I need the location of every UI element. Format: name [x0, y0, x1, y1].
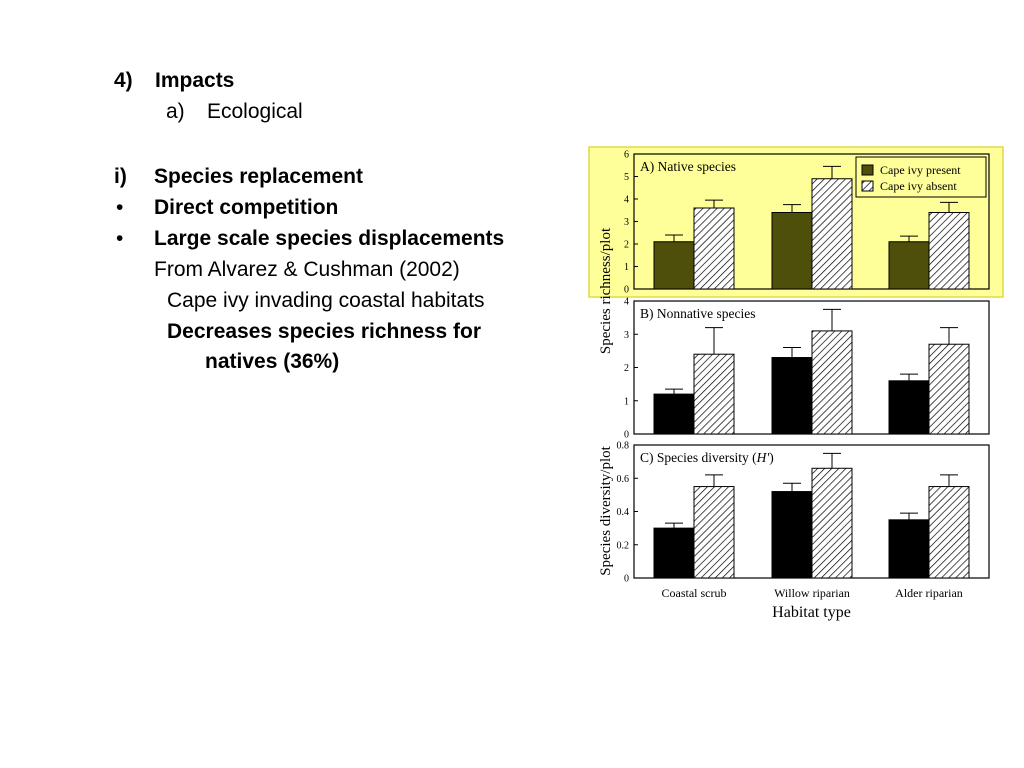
bullet-1-text: Direct competition — [154, 196, 339, 219]
note-2-line-2: natives (36%) — [205, 350, 340, 373]
item-i-number: i) — [114, 165, 127, 188]
bar-cape-ivy-absent — [693, 486, 735, 579]
bullet-2-marker: • — [116, 227, 124, 250]
bar-cape-ivy-present — [888, 519, 930, 579]
note-1: Cape ivy invading coastal habitats — [167, 289, 485, 312]
y-tick-label: 0 — [624, 285, 629, 296]
y-tick-label: 0.4 — [617, 507, 630, 518]
x-category-label: Willow riparian — [774, 586, 850, 600]
bar-cape-ivy-present — [653, 527, 695, 579]
bar-cape-ivy-absent — [693, 207, 735, 290]
item-i-text: Species replacement — [154, 165, 363, 188]
legend-swatch — [861, 180, 874, 192]
bar-cape-ivy-present — [653, 393, 695, 435]
heading: Impacts — [155, 69, 235, 92]
bar-cape-ivy-absent — [811, 178, 853, 290]
legend-label: Cape ivy absent — [880, 179, 957, 193]
bar-cape-ivy-absent — [811, 467, 853, 579]
y-tick-label: 4 — [624, 297, 629, 308]
bullet-1-marker: • — [116, 196, 124, 219]
y-tick-label: 1 — [624, 262, 629, 273]
y-tick-label: 1 — [624, 396, 629, 407]
y-tick-label: 3 — [624, 330, 629, 341]
y-tick-label: 6 — [624, 150, 629, 161]
panel-title: C) Species diversity (H') — [640, 450, 774, 465]
x-axis-label: Habitat type — [772, 604, 851, 621]
bullet-2-text: Large scale species displacements — [154, 227, 505, 250]
bar-cape-ivy-present — [771, 212, 813, 290]
bar-cape-ivy-present — [888, 241, 930, 290]
legend: Cape ivy present Cape ivy absent — [855, 156, 987, 198]
y-tick-label: 3 — [624, 217, 629, 228]
y-tick-label: 0.6 — [617, 474, 630, 485]
y-tick-label: 2 — [624, 363, 629, 374]
legend-box — [855, 156, 987, 198]
bar-cape-ivy-absent — [693, 353, 735, 435]
panel-0: 0 1 2 3 4 5 6 A) Native species Cape ivy present… — [624, 150, 990, 296]
y-tick-label: 0.8 — [617, 441, 630, 452]
note-2-line-1: Decreases species richness for — [167, 320, 482, 343]
panel-1: 0 1 2 3 4 B) Nonnative species — [624, 297, 990, 441]
y-axis-label-diversity: Species diversity/plot — [598, 445, 614, 575]
panel-title: A) Native species — [640, 159, 736, 174]
bar-cape-ivy-present — [771, 491, 813, 579]
bar-cape-ivy-absent — [928, 212, 970, 290]
y-tick-label: 0 — [624, 574, 629, 585]
subheading: Ecological — [207, 100, 303, 123]
habitat-figure: 0 1 2 3 4 5 6 A) Native species Cape ivy present… — [588, 146, 1004, 621]
subheading-letter: a) — [166, 100, 185, 123]
bar-cape-ivy-absent — [811, 330, 853, 435]
y-tick-label: 4 — [624, 195, 629, 206]
y-tick-label: 5 — [624, 172, 629, 183]
legend-label: Cape ivy present — [880, 163, 961, 177]
source-citation: From Alvarez & Cushman (2002) — [154, 258, 460, 281]
y-axis-label-richness: Species richness/plot — [598, 227, 614, 354]
heading-number: 4) — [114, 69, 133, 92]
bar-cape-ivy-present — [653, 241, 695, 290]
panel-2: 0 0.2 0.4 0.6 0.8 C) Species diversity (H') Co… — [617, 441, 990, 621]
bar-cape-ivy-absent — [928, 343, 970, 435]
panel-title: B) Nonnative species — [640, 306, 755, 321]
y-tick-label: 2 — [624, 240, 629, 251]
y-tick-label: 0.2 — [617, 540, 630, 551]
y-tick-label: 0 — [624, 430, 629, 441]
x-category-label: Coastal scrub — [662, 586, 727, 600]
bar-cape-ivy-absent — [928, 486, 970, 579]
legend-swatch — [861, 164, 874, 176]
bar-cape-ivy-present — [888, 380, 930, 435]
x-category-label: Alder riparian — [895, 586, 963, 600]
bar-cape-ivy-present — [771, 357, 813, 435]
